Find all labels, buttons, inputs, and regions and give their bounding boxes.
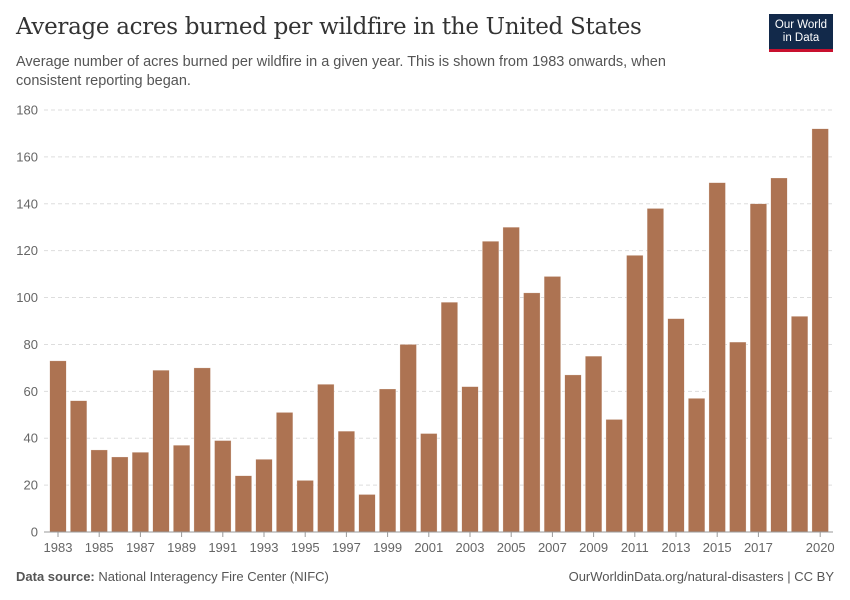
y-tick-label: 20: [24, 478, 38, 493]
bar-2012: [646, 208, 664, 533]
bar-1998: [358, 494, 376, 533]
x-tick-label: 2009: [579, 540, 608, 555]
x-tick-label: 1991: [208, 540, 237, 555]
x-tick-label: 1983: [44, 540, 73, 555]
x-tick-label: 2001: [414, 540, 443, 555]
bar-2001: [420, 433, 438, 533]
bar-2007: [543, 276, 561, 533]
y-tick-label: 160: [16, 149, 38, 164]
x-tick-label: 2013: [662, 540, 691, 555]
bar-2002: [440, 301, 458, 533]
bar-1988: [152, 369, 170, 533]
x-tick-label: 1987: [126, 540, 155, 555]
bar-1992: [234, 475, 252, 533]
bar-2013: [667, 318, 685, 533]
y-tick-label: 180: [16, 103, 38, 118]
y-tick-label: 0: [31, 525, 38, 540]
bar-2011: [626, 255, 644, 533]
bar-2020: [811, 128, 829, 533]
owid-logo[interactable]: Our World in Data: [769, 14, 833, 52]
x-tick-label: 1995: [291, 540, 320, 555]
bar-2014: [688, 398, 706, 533]
y-tick-label: 40: [24, 431, 38, 446]
y-tick-label: 140: [16, 196, 38, 211]
bar-1991: [214, 440, 232, 533]
bar-2004: [482, 241, 500, 533]
bar-2009: [585, 355, 603, 533]
footer-link[interactable]: OurWorldinData.org/natural-disasters | C…: [568, 569, 834, 584]
bar-2017: [749, 203, 767, 533]
bar-1996: [317, 384, 335, 533]
x-tick-label: 2003: [456, 540, 485, 555]
x-tick-label: 1985: [85, 540, 114, 555]
bar-2010: [605, 419, 623, 533]
x-tick-label: 2017: [744, 540, 773, 555]
bar-1984: [70, 400, 88, 533]
x-tick-label: 2011: [621, 540, 649, 555]
x-tick-label: 2007: [538, 540, 567, 555]
chart-title: Average acres burned per wildfire in the…: [16, 14, 642, 40]
bar-1983: [49, 360, 67, 533]
bar-2003: [461, 386, 479, 533]
x-tick-label: 2015: [703, 540, 732, 555]
x-tick-label: 2020: [806, 540, 835, 555]
bar-1993: [255, 459, 273, 533]
bar-1989: [173, 445, 191, 533]
x-tick-label: 1993: [250, 540, 279, 555]
bar-2005: [502, 226, 520, 533]
source-name: National Interagency Fire Center (NIFC): [98, 569, 329, 584]
y-tick-label: 120: [16, 243, 38, 258]
bar-1987: [131, 452, 149, 533]
bar-2016: [729, 341, 747, 533]
y-tick-label: 60: [24, 384, 38, 399]
bar-1999: [379, 388, 397, 533]
bar-1997: [337, 430, 355, 533]
bar-2015: [708, 182, 726, 533]
bar-1986: [111, 456, 129, 533]
data-source: Data source: National Interagency Fire C…: [16, 569, 329, 584]
x-tick-label: 1997: [332, 540, 361, 555]
bar-2008: [564, 374, 582, 533]
bar-1995: [296, 480, 314, 533]
bar-2018: [770, 177, 788, 533]
bar-1985: [90, 449, 108, 533]
y-tick-label: 80: [24, 337, 38, 352]
bar-2019: [791, 316, 809, 533]
y-tick-label: 100: [16, 290, 38, 305]
bar-2000: [399, 344, 417, 533]
source-label: Data source:: [16, 569, 95, 584]
bar-1994: [276, 412, 294, 533]
x-tick-label: 1989: [167, 540, 196, 555]
bar-2006: [523, 292, 541, 533]
x-tick-label: 2005: [497, 540, 526, 555]
chart-subtitle: Average number of acres burned per wildf…: [16, 54, 666, 89]
bar-1990: [193, 367, 211, 533]
x-tick-label: 1999: [373, 540, 402, 555]
